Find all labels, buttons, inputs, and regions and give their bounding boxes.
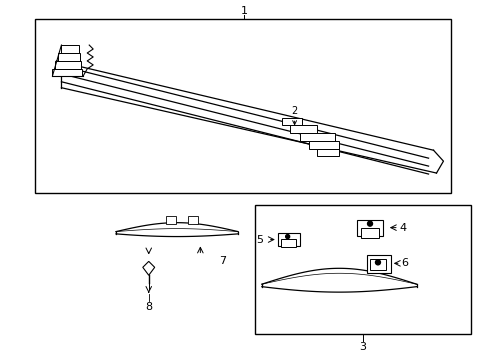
Text: 6: 6 bbox=[401, 258, 407, 268]
Text: 1: 1 bbox=[240, 6, 247, 16]
Bar bbox=[165, 216, 175, 224]
Bar bbox=[289, 125, 317, 133]
Bar bbox=[309, 141, 339, 149]
Bar bbox=[61, 45, 79, 53]
Bar bbox=[35, 19, 450, 193]
Bar bbox=[317, 149, 339, 156]
Text: 2: 2 bbox=[291, 105, 297, 125]
Bar bbox=[52, 69, 82, 76]
Bar bbox=[277, 233, 299, 247]
Bar bbox=[366, 255, 390, 273]
Bar bbox=[299, 133, 335, 141]
Bar bbox=[55, 61, 81, 69]
Bar bbox=[254, 205, 470, 334]
Text: 8: 8 bbox=[145, 302, 152, 312]
Bar bbox=[59, 53, 80, 61]
Circle shape bbox=[285, 235, 289, 239]
Polygon shape bbox=[142, 261, 154, 275]
Text: 5: 5 bbox=[256, 234, 263, 244]
Bar bbox=[281, 118, 301, 125]
Text: 7: 7 bbox=[218, 256, 225, 266]
Circle shape bbox=[375, 260, 380, 265]
Bar bbox=[280, 239, 295, 247]
Bar bbox=[188, 216, 198, 224]
Text: 4: 4 bbox=[398, 222, 406, 233]
Bar bbox=[360, 228, 378, 238]
Bar bbox=[356, 220, 382, 235]
Circle shape bbox=[367, 221, 372, 226]
Text: 3: 3 bbox=[359, 342, 366, 352]
Bar bbox=[369, 260, 385, 270]
